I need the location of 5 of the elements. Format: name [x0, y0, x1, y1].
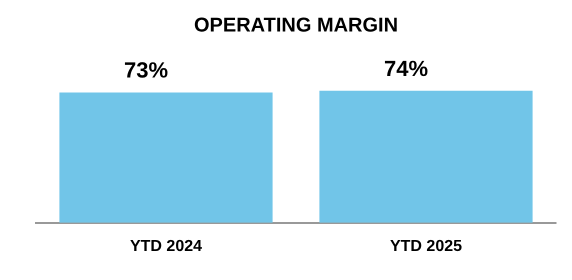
chart-title: OPERATING MARGIN — [194, 14, 398, 37]
data-label: 73% — [124, 58, 168, 83]
data-label: 74% — [384, 56, 428, 81]
x-tick-label: YTD 2024 — [130, 238, 202, 255]
x-tick-label: YTD 2025 — [390, 238, 462, 255]
